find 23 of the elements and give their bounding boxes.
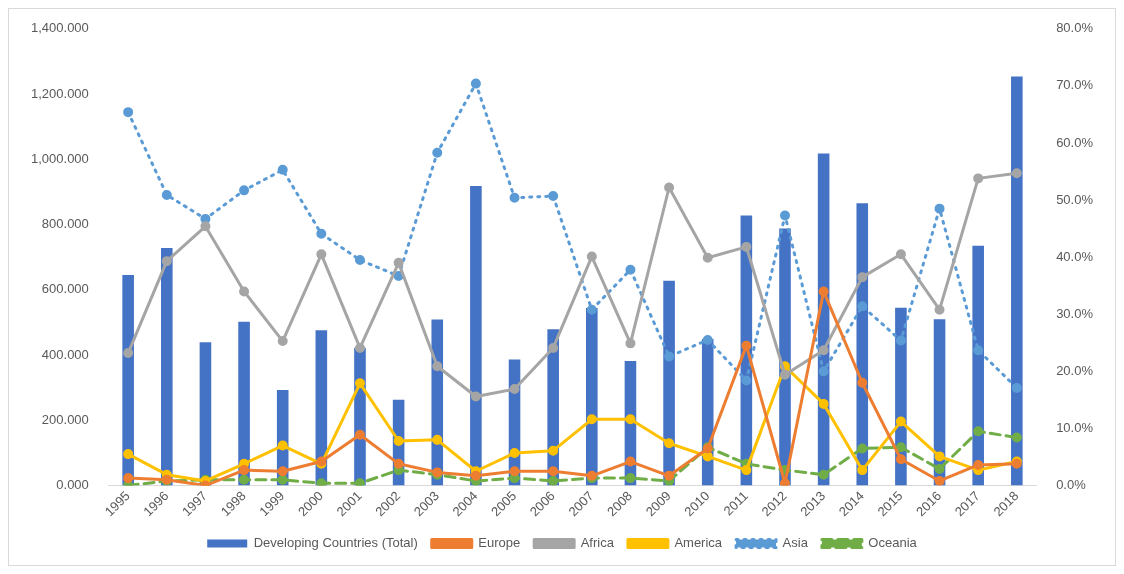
y-tick-label: 400.000 bbox=[41, 346, 89, 362]
y2-tick-label: 60.0% bbox=[1056, 134, 1094, 150]
y-tick-label: 0.000 bbox=[56, 477, 89, 493]
y2-tick-label: 10.0% bbox=[1056, 420, 1094, 436]
y-tick-label: 1,200.000 bbox=[30, 85, 89, 101]
legend-label: Africa bbox=[580, 535, 615, 551]
y2-tick-label: 40.0% bbox=[1056, 248, 1094, 264]
legend-label: Developing Countries (Total) bbox=[253, 535, 418, 551]
y2-tick-label: 30.0% bbox=[1056, 305, 1094, 321]
y-tick-label: 1,000.000 bbox=[30, 150, 89, 166]
legend-label: America bbox=[674, 535, 723, 551]
y2-tick-label: 20.0% bbox=[1056, 362, 1094, 378]
legend-label: Europe bbox=[478, 535, 521, 551]
y-tick-label: 600.000 bbox=[41, 281, 89, 297]
y2-tick-label: 70.0% bbox=[1056, 77, 1094, 93]
y-tick-label: 800.000 bbox=[41, 216, 89, 232]
legend-label: Oceania bbox=[868, 535, 918, 551]
y-tick-label: 200.000 bbox=[41, 411, 89, 427]
legend-label: Asia bbox=[782, 535, 809, 551]
y2-tick-label: 0.0% bbox=[1056, 477, 1087, 493]
y2-tick-label: 80.0% bbox=[1056, 20, 1094, 36]
y-tick-label: 1,400.000 bbox=[30, 20, 89, 36]
y2-tick-label: 50.0% bbox=[1056, 191, 1094, 207]
